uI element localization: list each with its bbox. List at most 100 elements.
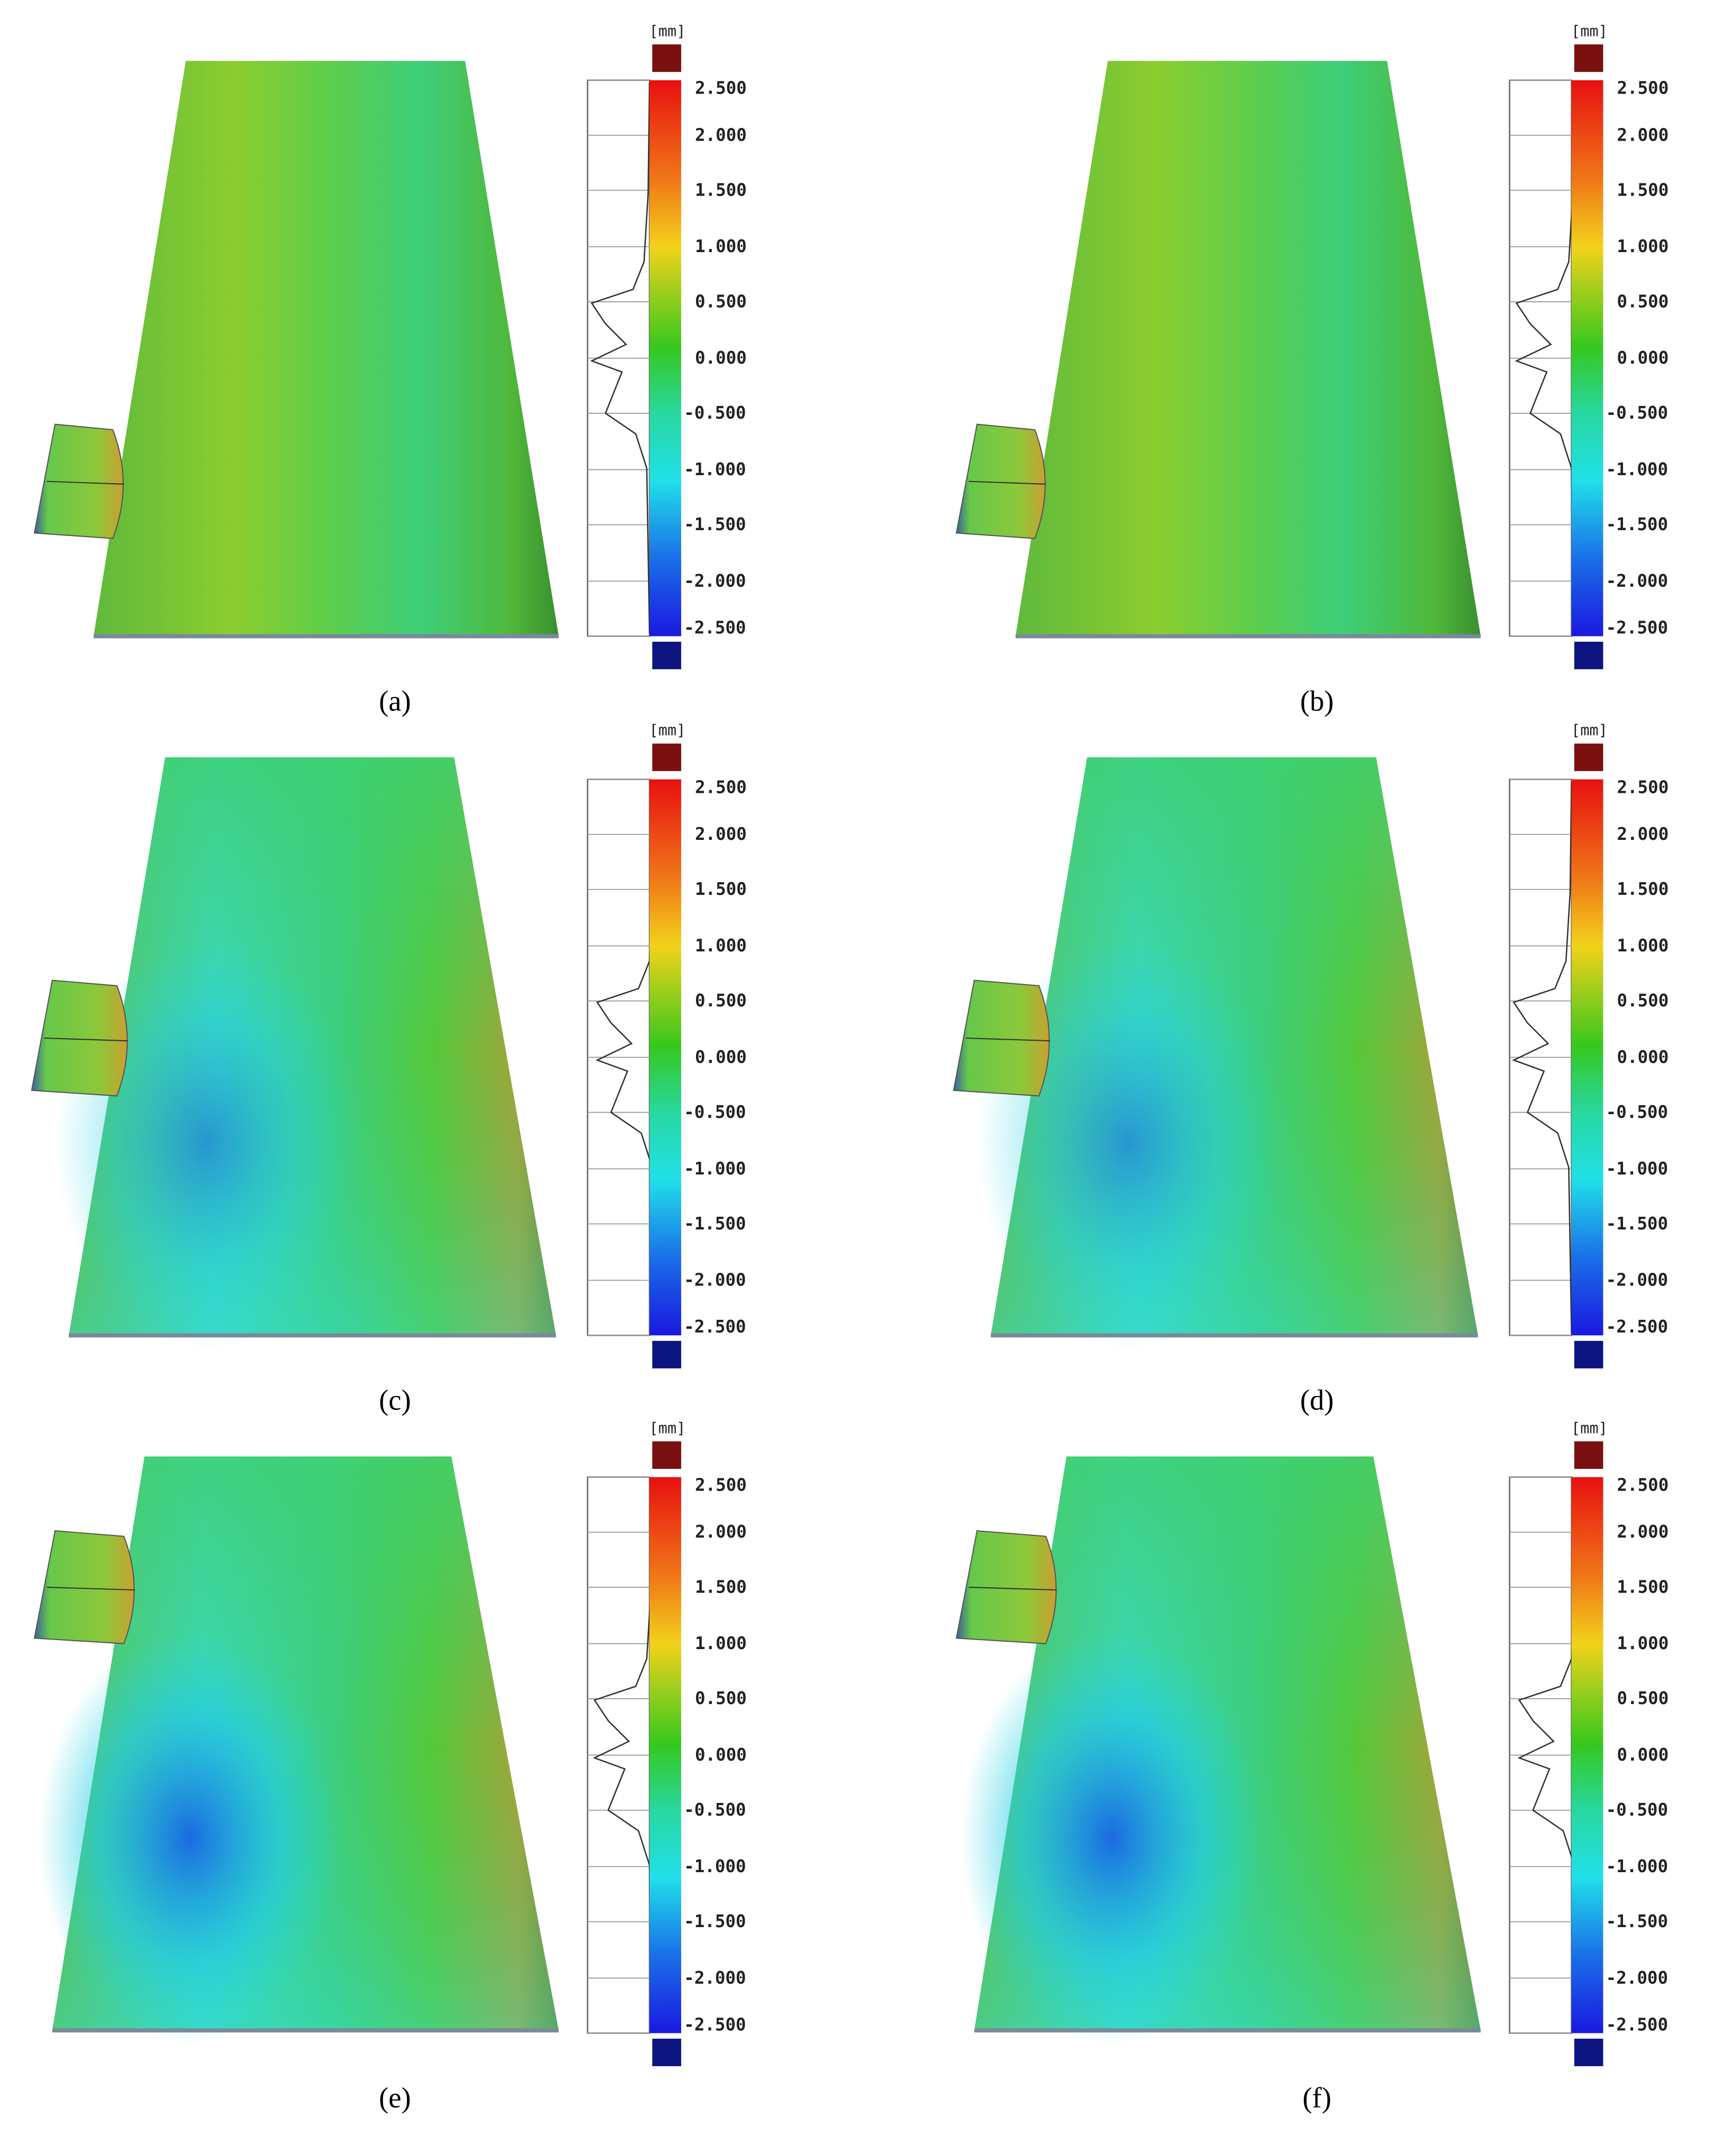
panel-caption: (a)	[379, 684, 411, 717]
color-bar-tick-label: 1.000	[1617, 1633, 1669, 1653]
nozzle-seam	[47, 480, 124, 485]
over-range-swatch	[1574, 743, 1603, 771]
color-bar-tick-label: 2.000	[695, 125, 747, 145]
nozzle	[956, 1530, 1057, 1644]
color-bar-tick-label: 1.500	[695, 879, 747, 899]
color-bar-tick-label: 0.500	[695, 991, 747, 1011]
color-bar-tick-label: -1.500	[684, 514, 746, 534]
nozzle-seam	[44, 1037, 128, 1042]
nozzle	[956, 423, 1046, 539]
histogram-curve	[1511, 782, 1572, 1333]
cone-surface	[1015, 61, 1481, 636]
color-bar-tick-label: -1.000	[1606, 459, 1668, 479]
nozzle-seam	[47, 1586, 135, 1591]
color-bar-tick-label: 2.500	[695, 778, 747, 798]
panel-caption: (f)	[1303, 2081, 1332, 2114]
color-bar-tick-label: 0.000	[695, 1745, 747, 1765]
over-range-swatch	[652, 44, 681, 72]
color-bar	[650, 1477, 681, 2033]
color-bar-tick-label: -2.500	[1606, 617, 1668, 637]
nozzle-seam	[969, 480, 1046, 485]
nozzle-seam	[966, 1037, 1050, 1042]
color-bar-tick-label: 1.000	[695, 1633, 747, 1653]
color-bar-tick-label: 0.000	[1617, 1745, 1669, 1765]
over-range-swatch	[1574, 44, 1603, 72]
panel-caption: (b)	[1300, 684, 1334, 717]
color-bar-tick-label: 1.000	[695, 936, 747, 956]
color-bar-tick-label: 1.000	[695, 236, 747, 256]
color-bar	[1571, 779, 1603, 1336]
color-bar-tick-label: 1.500	[1617, 879, 1669, 899]
color-bar-tick-label: 2.000	[695, 1522, 747, 1542]
color-bar-tick-label: 1.500	[1617, 1577, 1669, 1597]
over-range-swatch	[652, 1441, 681, 1469]
color-bar	[1571, 1477, 1603, 2033]
panel-caption: (c)	[379, 1384, 411, 1416]
color-bar-tick-label: 2.500	[1617, 78, 1669, 98]
color-bar-tick-label: 2.500	[1617, 1475, 1669, 1495]
color-bar-tick-label: 0.000	[695, 348, 747, 368]
color-bar-tick-label: -1.000	[684, 1856, 746, 1876]
color-bar-tick-label: 0.500	[695, 1688, 747, 1708]
color-bar-tick-label: -1.500	[1606, 1214, 1668, 1234]
color-bar-tick-label: -2.000	[684, 1968, 746, 1988]
under-range-swatch	[1574, 1340, 1603, 1368]
color-bar-tick-label: 2.500	[1617, 778, 1669, 798]
color-bar-tick-label: -0.500	[1606, 1800, 1668, 1820]
color-bar-tick-label: -1.000	[684, 1159, 746, 1179]
color-bar-tick-label: -0.500	[1606, 1102, 1668, 1122]
color-bar-tick-label: -0.500	[684, 1800, 746, 1820]
color-bar-tick-label: -2.000	[684, 1270, 746, 1290]
under-range-swatch	[1574, 642, 1603, 670]
color-bar-tick-label: 0.500	[1617, 291, 1669, 311]
deviation-spot	[960, 1631, 1264, 2044]
nozzle-seam	[969, 1586, 1057, 1591]
color-bar-tick-label: -1.500	[1606, 514, 1668, 534]
color-bar-tick-label: 0.000	[695, 1047, 747, 1067]
color-bar-tick-label: 2.500	[695, 1475, 747, 1495]
color-bar-tick-label: -1.500	[684, 1911, 746, 1931]
color-bar-tick-label: -2.500	[1606, 1317, 1668, 1337]
color-bar-tick-label: 0.500	[1617, 991, 1669, 1011]
histogram-curve	[590, 82, 651, 634]
color-bar-tick-label: -0.500	[684, 403, 746, 423]
nozzle	[953, 979, 1050, 1097]
nozzle	[33, 423, 124, 539]
color-bar-tick-label: 1.000	[1617, 236, 1669, 256]
color-bar-tick-label: -1.000	[1606, 1159, 1668, 1179]
unit-label: [mm]	[649, 721, 685, 739]
over-range-swatch	[652, 743, 681, 771]
deviation-spot	[977, 936, 1280, 1349]
color-bar-tick-label: 2.000	[695, 824, 747, 844]
panel-caption: (e)	[379, 2081, 411, 2114]
over-range-swatch	[1574, 1441, 1603, 1469]
color-bar-tick-label: 1.000	[1617, 936, 1669, 956]
deviation-spot	[55, 936, 358, 1349]
color-bar-tick-label: 1.500	[695, 1577, 747, 1597]
color-bar-tick-label: -2.500	[684, 1317, 746, 1337]
color-bar-tick-label: 1.500	[695, 180, 747, 200]
panel-caption: (d)	[1300, 1384, 1334, 1416]
color-bar-tick-label: -1.000	[1606, 1856, 1668, 1876]
color-bar-tick-label: -0.500	[1606, 403, 1668, 423]
nozzle	[33, 1530, 135, 1644]
unit-label: [mm]	[1571, 721, 1608, 739]
histogram-curve	[1515, 82, 1575, 634]
color-bar-tick-label: 0.500	[1617, 1688, 1669, 1708]
color-bar-tick-label: -1.500	[1606, 1911, 1668, 1931]
color-bar-tick-label: 0.000	[1617, 348, 1669, 368]
unit-label: [mm]	[1571, 1419, 1608, 1437]
unit-label: [mm]	[649, 22, 685, 40]
nozzle	[31, 979, 128, 1097]
color-bar-tick-label: 0.000	[1617, 1047, 1669, 1067]
color-bar-tick-label: 2.000	[1617, 1522, 1669, 1542]
under-range-swatch	[652, 2038, 681, 2067]
color-bar-tick-label: 2.000	[1617, 824, 1669, 844]
unit-label: [mm]	[1571, 22, 1608, 40]
deviation-spot	[38, 1631, 341, 2044]
color-bar-tick-label: -2.500	[1606, 2014, 1668, 2034]
unit-label: [mm]	[649, 1419, 685, 1437]
color-bar	[650, 80, 681, 636]
under-range-swatch	[652, 642, 681, 670]
